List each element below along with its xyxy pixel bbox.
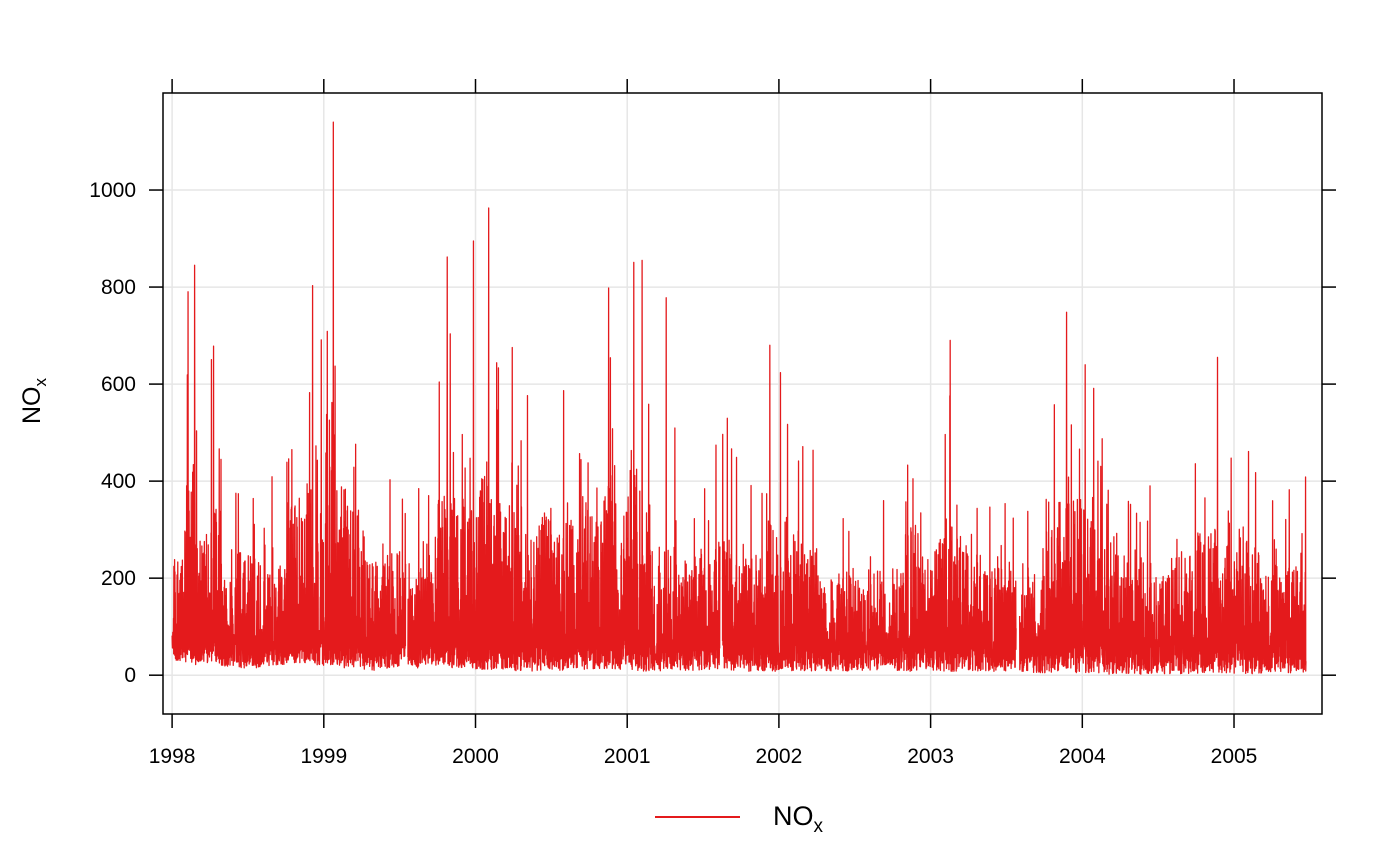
x-tick-label-1999: 1999 bbox=[300, 745, 347, 768]
series-line-segment-4 bbox=[1018, 311, 1307, 675]
legend-label-sub: x bbox=[814, 816, 824, 837]
legend-label-nox: NOx bbox=[773, 801, 824, 837]
x-axis: 1998 1999 2000 2001 2002 2003 2004 2005 bbox=[149, 79, 1258, 768]
y-tick-label-200: 200 bbox=[101, 567, 136, 590]
series-line-segment-1 bbox=[171, 121, 407, 671]
x-tick-label-2002: 2002 bbox=[756, 745, 803, 768]
y-tick-label-600: 600 bbox=[101, 373, 136, 396]
series-nox bbox=[171, 121, 1307, 675]
plot-frame bbox=[162, 92, 1323, 715]
y-axis: 0 200 400 600 800 1000 bbox=[89, 179, 1336, 687]
y-axis-title: NOx bbox=[18, 378, 50, 425]
y-axis-title-sub: x bbox=[31, 378, 50, 387]
y-tick-label-400: 400 bbox=[101, 470, 136, 493]
y-axis-title-main: NO bbox=[18, 387, 46, 425]
x-tick-label-2000: 2000 bbox=[452, 745, 499, 768]
legend-label-main: NO bbox=[773, 801, 814, 831]
y-tick-label-1000: 1000 bbox=[89, 179, 136, 202]
x-tick-label-1998: 1998 bbox=[149, 745, 196, 768]
legend: NOx bbox=[655, 801, 824, 837]
series-line-segment-3 bbox=[721, 339, 1017, 672]
x-tick-label-2005: 2005 bbox=[1211, 745, 1258, 768]
series-line-segment-2 bbox=[407, 207, 721, 672]
x-tick-label-2004: 2004 bbox=[1059, 745, 1106, 768]
y-tick-label-0: 0 bbox=[124, 664, 136, 687]
x-tick-label-2001: 2001 bbox=[604, 745, 651, 768]
x-tick-label-2003: 2003 bbox=[907, 745, 954, 768]
y-tick-label-800: 800 bbox=[101, 276, 136, 299]
